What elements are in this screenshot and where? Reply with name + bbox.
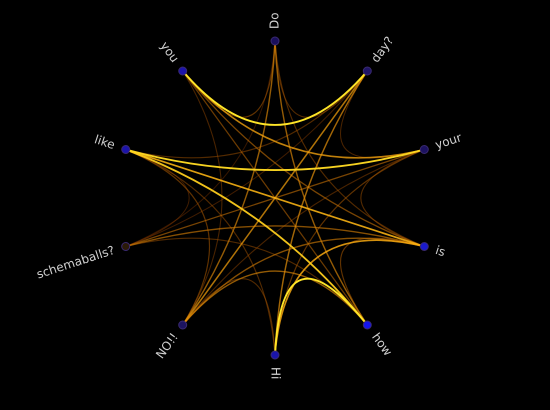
node-label-you: you — [157, 39, 181, 65]
link-schemaballs-is — [125, 225, 425, 248]
link-how-is — [340, 237, 425, 326]
link-like-is — [125, 148, 425, 248]
link-do-you — [182, 40, 276, 118]
link-like-how — [125, 148, 368, 326]
labels-layer: Do day? your is how Hi NO!! schemaballs? like you — [35, 12, 464, 379]
link-do-is — [274, 40, 425, 248]
node-label-do: Do — [268, 12, 282, 29]
node-like[interactable] — [121, 145, 131, 154]
link-hi-is — [274, 239, 425, 356]
node-your[interactable] — [419, 145, 429, 154]
link-you-no — [182, 70, 223, 326]
nodes-layer — [121, 36, 429, 360]
link-do-day — [274, 40, 368, 118]
node-no[interactable] — [178, 320, 188, 330]
node-is[interactable] — [419, 242, 429, 251]
link-like-your — [125, 148, 425, 172]
node-label-like: like — [93, 132, 117, 152]
node-schemaballs[interactable] — [121, 242, 131, 251]
node-hi[interactable] — [270, 350, 280, 360]
node-label-how: how — [369, 330, 395, 358]
node-do[interactable] — [270, 36, 280, 46]
node-you[interactable] — [178, 66, 188, 76]
node-how[interactable] — [362, 320, 372, 330]
node-day[interactable] — [362, 66, 372, 76]
node-label-hi: Hi — [269, 367, 283, 379]
link-how-hi — [274, 277, 369, 356]
node-label-your: your — [433, 130, 463, 152]
link-like-no — [125, 148, 211, 326]
link-you-day — [181, 70, 369, 126]
link-like-hi — [125, 148, 276, 356]
node-label-day: day? — [368, 34, 396, 65]
link-hi-no — [182, 278, 276, 356]
links-layer — [125, 40, 425, 356]
link-do-schemaballs — [125, 40, 276, 247]
node-label-schemaballs: schemaballs? — [35, 243, 116, 281]
link-do-how — [274, 40, 368, 326]
link-your-is — [360, 148, 425, 248]
link-day-your — [340, 70, 425, 159]
node-label-no: NO!! — [153, 330, 181, 361]
link-no-how — [182, 270, 368, 326]
node-label-is: is — [434, 243, 447, 259]
